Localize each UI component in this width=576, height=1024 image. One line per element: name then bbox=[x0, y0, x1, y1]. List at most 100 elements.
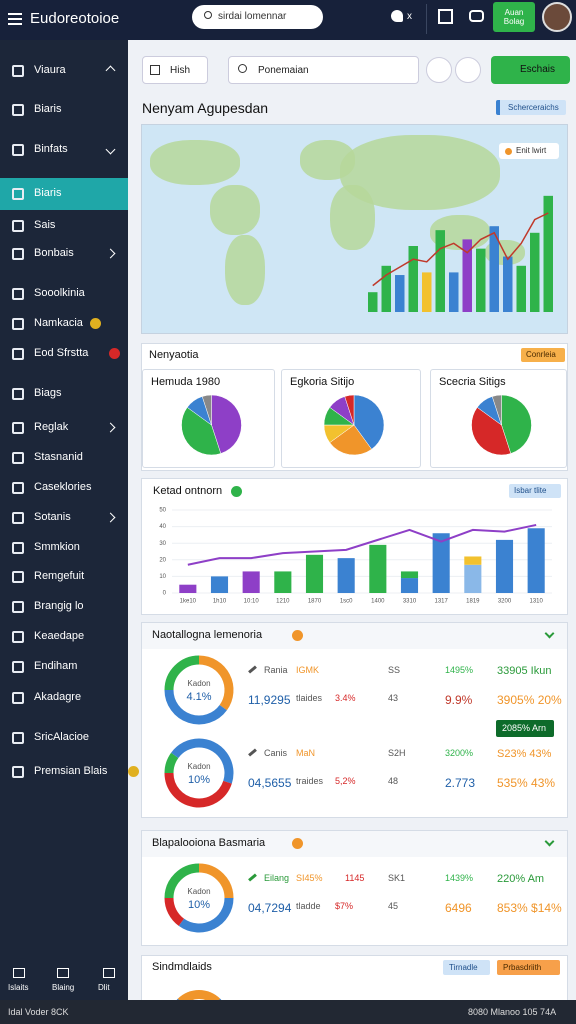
panel-title: Sindmdlaids bbox=[152, 961, 212, 973]
row-cell: Rania bbox=[264, 665, 288, 675]
row-cell: 3905% 20% bbox=[497, 693, 562, 707]
chat-icon[interactable] bbox=[469, 10, 484, 22]
panel-title: Ketad ontnorn bbox=[153, 485, 223, 497]
sidebar-icon bbox=[12, 220, 24, 232]
sidebar-label: Stasnanid bbox=[34, 451, 83, 463]
sidebar-label: Biaris bbox=[34, 187, 62, 199]
round-button[interactable] bbox=[455, 57, 481, 83]
section-title: Nenyam Agupesdan bbox=[142, 100, 269, 116]
row-cell: 48 bbox=[388, 776, 399, 786]
sidebar-badge bbox=[128, 766, 140, 777]
row-cell: S2H bbox=[388, 748, 406, 758]
menu-icon-mid bbox=[8, 18, 22, 20]
sidebar-label: Reglak bbox=[34, 421, 69, 433]
search-text: sirdai lomennar bbox=[218, 11, 287, 22]
sidebar-label: Biags bbox=[34, 387, 62, 399]
panel-title: Naotallogna lemenoria bbox=[152, 629, 263, 641]
map-land bbox=[485, 240, 525, 265]
panel-status-dot bbox=[292, 838, 304, 849]
sidebar-label: Akadagre bbox=[34, 691, 82, 703]
panel-title: Nenyaotia bbox=[149, 349, 199, 361]
row-cell: 9.9% bbox=[445, 693, 473, 707]
footer-right: 8080 Mlanoo 105 74A bbox=[468, 1007, 557, 1017]
row-cell: SK1 bbox=[388, 873, 406, 883]
row-cell: $7% bbox=[335, 901, 354, 911]
filter-dropdown[interactable] bbox=[142, 56, 208, 84]
sidebar-label: Namkacia bbox=[34, 317, 83, 329]
logo: Eudoreotoioe bbox=[30, 10, 120, 27]
row-tag bbox=[496, 720, 554, 737]
panel-badge-text: Isbar tlite bbox=[514, 486, 547, 495]
map-land bbox=[150, 140, 240, 185]
panel-badge bbox=[443, 960, 490, 975]
panel-status-dot bbox=[292, 630, 304, 641]
sidebar-bottom-icon[interactable] bbox=[57, 968, 69, 978]
sidebar-bottom-label: Islaits bbox=[8, 983, 29, 992]
avatar[interactable] bbox=[542, 2, 572, 32]
sidebar-icon bbox=[12, 318, 24, 330]
filter-label: Hish bbox=[170, 65, 191, 76]
grid-icon[interactable] bbox=[438, 9, 453, 24]
sidebar-icon bbox=[12, 452, 24, 464]
row-cell: 535% 43% bbox=[497, 776, 556, 790]
menu-icon[interactable] bbox=[8, 13, 22, 25]
sidebar-label: Sooolkinia bbox=[34, 287, 85, 299]
panel-header bbox=[142, 831, 567, 857]
row-cell: 43 bbox=[388, 693, 399, 703]
sidebar-bottom-icon[interactable] bbox=[13, 968, 25, 978]
pie-card-title: Hemuda 1980 bbox=[151, 376, 221, 388]
sidebar-icon bbox=[12, 348, 24, 360]
toolbar-button[interactable] bbox=[491, 56, 570, 84]
row-cell: IGMK bbox=[296, 665, 320, 675]
sidebar-icon bbox=[12, 144, 24, 156]
sidebar-label: Viaura bbox=[34, 64, 66, 76]
sidebar-label: SricAlacioe bbox=[34, 731, 90, 743]
row-cell: 04,5655 bbox=[248, 776, 292, 790]
sidebar-label: Sotanis bbox=[34, 511, 71, 523]
sidebar-label: Endiham bbox=[34, 660, 78, 672]
search-box[interactable] bbox=[192, 5, 323, 29]
row-cell: Eilang bbox=[264, 873, 290, 883]
round-button[interactable] bbox=[426, 57, 452, 83]
row-cell: 1145 bbox=[345, 873, 365, 883]
sidebar-label: Bonbais bbox=[34, 247, 74, 259]
sidebar-badge bbox=[109, 348, 121, 359]
notify-icon[interactable] bbox=[391, 10, 403, 22]
map-land bbox=[330, 185, 375, 250]
sidebar-icon bbox=[12, 631, 24, 643]
row-cell: tladde bbox=[296, 901, 321, 911]
sidebar-icon bbox=[12, 482, 24, 494]
panel-badge bbox=[521, 348, 565, 362]
row-cell: 1495% bbox=[445, 665, 474, 675]
panel-badge-text: Prbasdriith bbox=[503, 963, 542, 972]
sidebar-label: Caseklories bbox=[34, 481, 92, 493]
panel-badge-text: Conrleia bbox=[526, 350, 556, 359]
pie-card-title: Scecria Sitigs bbox=[439, 376, 506, 388]
map-land bbox=[225, 235, 265, 305]
sidebar-label: Biaris bbox=[34, 103, 62, 115]
sidebar-icon bbox=[12, 248, 24, 260]
map-legend-text: Enit lwirt bbox=[516, 146, 547, 155]
sidebar-active bbox=[0, 178, 128, 210]
row-cell: 3200% bbox=[445, 748, 474, 758]
row-cell: 3.4% bbox=[335, 693, 356, 703]
panel-header bbox=[142, 623, 567, 649]
row-cell: traides bbox=[296, 776, 324, 786]
row-cell: 2.773 bbox=[445, 776, 476, 790]
sidebar-bottom-icon[interactable] bbox=[103, 968, 115, 978]
toolbar-button-label: Eschais bbox=[520, 64, 556, 75]
divider bbox=[426, 4, 427, 34]
sidebar-icon bbox=[12, 388, 24, 400]
sidebar-icon bbox=[12, 104, 24, 116]
sidebar-icon bbox=[12, 732, 24, 744]
panel-badge bbox=[509, 484, 561, 498]
row-cell: S23% 43% bbox=[497, 748, 552, 760]
header-button[interactable]: Auan Bolag bbox=[493, 2, 535, 32]
sidebar-bottom-label: Blaing bbox=[52, 983, 75, 992]
sidebar-icon bbox=[12, 692, 24, 704]
icon-label: x bbox=[407, 11, 412, 22]
section-badge bbox=[496, 100, 566, 115]
sidebar-label: Keaedape bbox=[34, 630, 85, 642]
footer-bar bbox=[0, 1000, 576, 1024]
toolbar-search[interactable] bbox=[228, 56, 419, 84]
